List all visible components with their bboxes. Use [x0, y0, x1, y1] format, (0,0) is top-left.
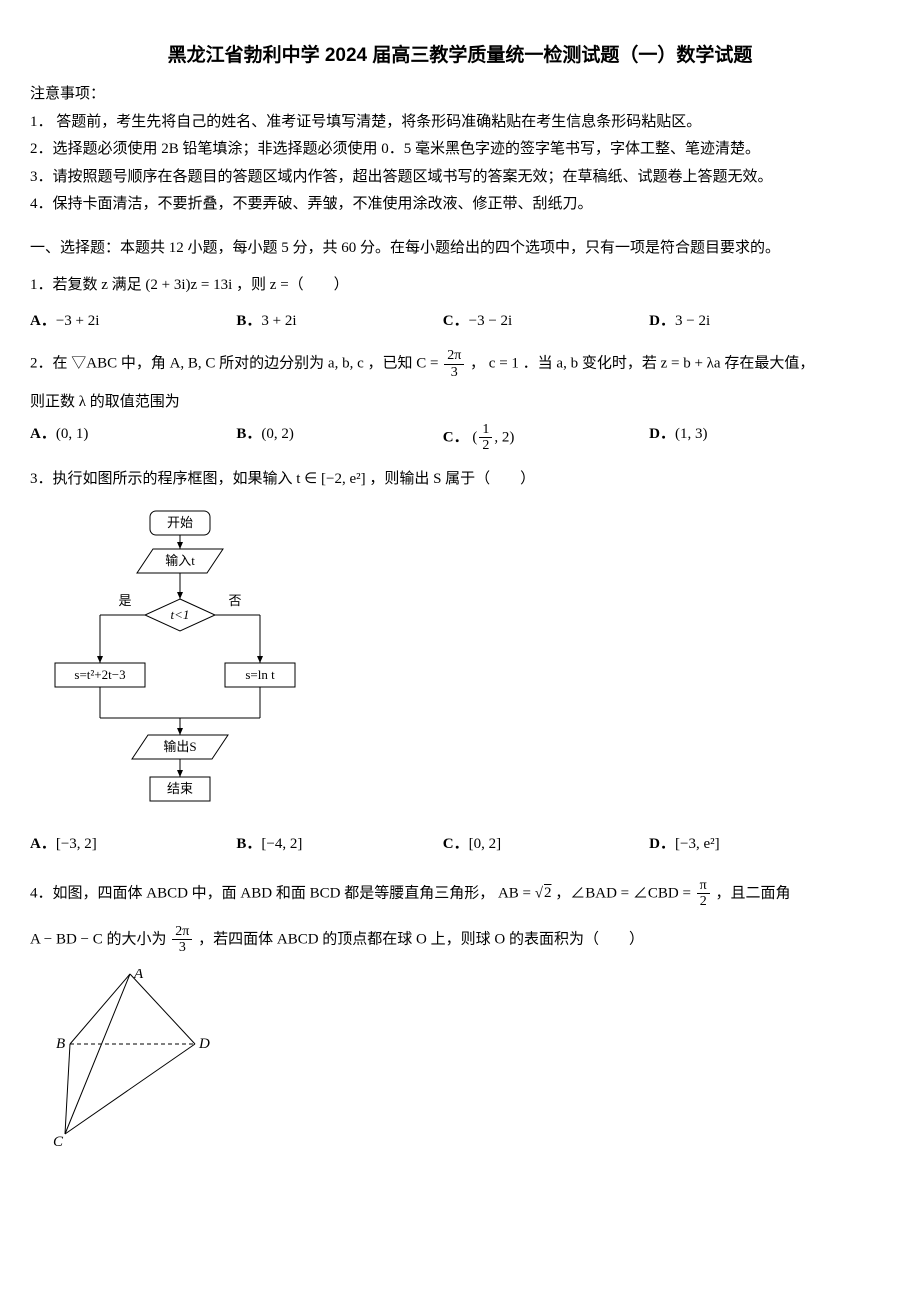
q2-b-text: (0, 2) [261, 426, 294, 442]
q2-option-c: C． (12, 2) [443, 422, 649, 454]
q2-c-den: 2 [479, 438, 492, 453]
q4-line2: A − BD − C 的大小为 2π 3 ，若四面体 ABCD 的顶点都在球 O… [30, 924, 890, 956]
question-2: 2．在 ▽ABC 中，角 A, B, C 所对的边分别为 a, b, c ，已知… [30, 348, 890, 380]
svg-text:s=t²+2t−3: s=t²+2t−3 [74, 667, 125, 682]
question-4: 4．如图，四面体 ABCD 中，面 ABD 和面 BCD 都是等腰直角三角形， … [30, 878, 890, 910]
q4-dihedral-frac: 2π 3 [172, 924, 192, 956]
q1-option-c: C．−3 − 2i [443, 309, 649, 335]
svg-text:B: B [56, 1036, 65, 1052]
notice-item: 4．保持卡面清洁，不要折叠，不要弄破、弄皱，不准使用涂改液、修正带、刮纸刀。 [30, 192, 890, 218]
q4-angle-den: 2 [697, 894, 710, 909]
q3-flowchart: 开始输入t t<1 是 否 s=t²+2t−3 s=ln t 输出S 结束 [50, 503, 890, 823]
q2-stem-mid: ， c = 1 ．当 a, b 变化时，若 z = b + λa 存在最大值， [470, 356, 814, 372]
q2-option-a: A．(0, 1) [30, 422, 236, 454]
q4-stem-mid2: ，且二面角 [716, 885, 791, 901]
q1-c-text: −3 − 2i [469, 313, 513, 329]
notice-item: 1． 答题前，考生先将自己的姓名、准考证号填写清楚，将条形码准确粘贴在考生信息条… [30, 110, 890, 136]
q3-c-text: [0, 2] [469, 836, 502, 852]
q1-option-b: B．3 + 2i [236, 309, 442, 335]
page-title: 黑龙江省勃利中学 2024 届高三教学质量统一检测试题（一）数学试题 [30, 40, 890, 72]
notice-item: 3．请按照题号顺序在各题目的答题区域内作答，超出答题区域书写的答案无效；在草稿纸… [30, 165, 890, 191]
q2-frac-num: 2π [444, 348, 464, 364]
svg-text:s=ln t: s=ln t [245, 667, 275, 682]
q4-sqrt: √2 [535, 885, 552, 901]
svg-text:输入t: 输入t [165, 553, 195, 568]
q2-frac-c: 2π 3 [444, 348, 464, 380]
q3-b-text: [−4, 2] [261, 836, 302, 852]
q4-d-den: 3 [172, 940, 192, 955]
q3-options: A．[−3, 2] B．[−4, 2] C．[0, 2] D．[−3, e²] [30, 832, 890, 858]
q4-stem-mid1: ，∠BAD = ∠CBD = [555, 885, 694, 901]
svg-text:输出S: 输出S [163, 739, 196, 754]
q1-d-text: 3 − 2i [675, 313, 710, 329]
q2-option-b: B．(0, 2) [236, 422, 442, 454]
notice-item: 2．选择题必须使用 2B 铅笔填涂；非选择题必须使用 0．5 毫米黑色字迹的签字… [30, 137, 890, 163]
flowchart-svg: 开始输入t t<1 是 否 s=t²+2t−3 s=ln t 输出S 结束 [50, 503, 310, 813]
q4-line2-post: ，若四面体 ABCD 的顶点都在球 O 上，则球 O 的表面积为（ ） [198, 931, 644, 947]
q2-a-text: (0, 1) [56, 426, 89, 442]
section-1-heading: 一、选择题：本题共 12 小题，每小题 5 分，共 60 分。在每小题给出的四个… [30, 236, 890, 262]
q3-a-text: [−3, 2] [56, 836, 97, 852]
q2-d-text: (1, 3) [675, 426, 708, 442]
q4-figure: A B D C [50, 969, 890, 1159]
svg-text:t<1: t<1 [171, 607, 190, 622]
q4-line2-pre: A − BD − C 的大小为 [30, 931, 170, 947]
q2-options: A．(0, 1) B．(0, 2) C． (12, 2) D．(1, 3) [30, 422, 890, 454]
q2-c-num: 1 [479, 422, 492, 438]
q3-option-a: A．[−3, 2] [30, 832, 236, 858]
q1-option-a: A．−3 + 2i [30, 309, 236, 335]
q2-c-post: , 2) [494, 429, 514, 445]
q3-option-b: B．[−4, 2] [236, 832, 442, 858]
q2-frac-den: 3 [444, 365, 464, 380]
q1-a-text: −3 + 2i [56, 313, 100, 329]
svg-text:结束: 结束 [167, 781, 193, 796]
q4-d-num: 2π [172, 924, 192, 940]
notice-list: 1． 答题前，考生先将自己的姓名、准考证号填写清楚，将条形码准确粘贴在考生信息条… [30, 110, 890, 218]
q2-option-d: D．(1, 3) [649, 422, 855, 454]
q4-angle-num: π [697, 878, 710, 894]
q2-stem-line2: 则正数 λ 的取值范围为 [30, 390, 890, 416]
svg-text:是: 是 [118, 593, 131, 608]
question-3: 3．执行如图所示的程序框图，如果输入 t ∈ [−2, e²] ，则输出 S 属… [30, 467, 890, 493]
notice-heading: 注意事项： [30, 82, 890, 108]
q3-option-d: D．[−3, e²] [649, 832, 855, 858]
svg-text:否: 否 [228, 593, 241, 608]
q2-c-pre: ( [472, 429, 477, 445]
question-1: 1．若复数 z 满足 (2 + 3i)z = 13i ，则 z =（ ） [30, 273, 890, 299]
q1-option-d: D．3 − 2i [649, 309, 855, 335]
svg-text:D: D [198, 1036, 210, 1052]
q1-b-text: 3 + 2i [261, 313, 296, 329]
q2-stem-pre: 2．在 ▽ABC 中，角 A, B, C 所对的边分别为 a, b, c ，已知… [30, 356, 442, 372]
svg-text:A: A [133, 969, 144, 982]
q4-stem-pre: 4．如图，四面体 ABCD 中，面 ABD 和面 BCD 都是等腰直角三角形， … [30, 885, 535, 901]
q1-stem: 1．若复数 z 满足 (2 + 3i)z = 13i ，则 z =（ ） [30, 277, 349, 293]
q1-options: A．−3 + 2i B．3 + 2i C．−3 − 2i D．3 − 2i [30, 309, 890, 335]
svg-text:开始: 开始 [167, 515, 193, 530]
q4-angle-frac: π 2 [697, 878, 710, 910]
q3-d-text: [−3, e²] [675, 836, 720, 852]
q3-stem: 3．执行如图所示的程序框图，如果输入 t ∈ [−2, e²] ，则输出 S 属… [30, 471, 535, 487]
q4-sqrt-val: 2 [543, 885, 552, 901]
svg-text:C: C [53, 1134, 64, 1149]
tetrahedron-svg: A B D C [50, 969, 220, 1149]
q3-option-c: C．[0, 2] [443, 832, 649, 858]
q2-c-frac: 12 [479, 422, 492, 454]
